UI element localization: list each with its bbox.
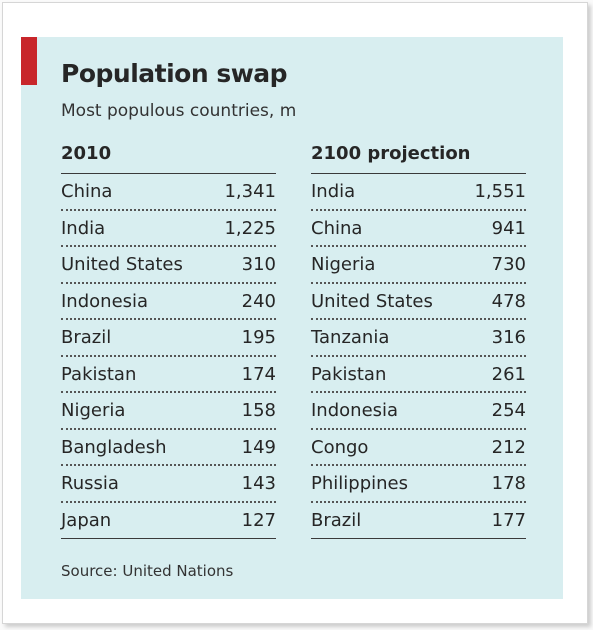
chart-title: Population swap — [61, 59, 288, 88]
table-row: Philippines 178 — [311, 466, 526, 503]
table-row: Pakistan 261 — [311, 357, 526, 393]
population-value: 1,551 — [474, 181, 526, 203]
population-value: 149 — [241, 436, 276, 458]
red-accent-tag — [21, 37, 37, 85]
table-row: Indonesia 240 — [61, 284, 276, 320]
country-name: China — [311, 217, 363, 239]
table-row: Pakistan 174 — [61, 357, 276, 393]
table-row: Congo 212 — [311, 430, 526, 466]
table-row: Japan 127 — [61, 503, 276, 539]
table-row: Indonesia 254 — [311, 393, 526, 430]
table-row: United States 310 — [61, 247, 276, 284]
population-value: 158 — [241, 400, 276, 422]
population-value: 310 — [241, 254, 276, 276]
country-name: Brazil — [311, 510, 362, 532]
country-name: Congo — [311, 436, 369, 458]
country-name: Tanzania — [311, 327, 390, 349]
population-value: 240 — [241, 290, 276, 312]
table-row: Brazil 177 — [311, 503, 526, 539]
table-row: Nigeria 730 — [311, 247, 526, 284]
population-value: 261 — [491, 363, 526, 385]
table-row: China 941 — [311, 211, 526, 247]
country-name: Philippines — [311, 473, 408, 495]
population-value: 941 — [491, 217, 526, 239]
country-name: Indonesia — [61, 290, 149, 312]
population-value: 316 — [491, 327, 526, 349]
country-name: United States — [311, 290, 433, 312]
table-rows-2010: China 1,341 India 1,225 United States 310 Indo… — [61, 174, 276, 539]
photo-frame: Population swap Most populous countries,… — [2, 2, 588, 624]
country-name: Indonesia — [311, 400, 399, 422]
table-rows-2100-projection: India 1,551 China 941 Nigeria 730 United State… — [311, 174, 526, 539]
country-name: Pakistan — [311, 363, 387, 385]
population-value: 730 — [491, 254, 526, 276]
country-name: China — [61, 181, 113, 203]
country-name: Brazil — [61, 327, 112, 349]
country-name: India — [61, 217, 106, 239]
population-value: 174 — [241, 363, 276, 385]
table-row: China 1,341 — [61, 174, 276, 211]
country-name: Japan — [61, 510, 112, 532]
table-row: India 1,225 — [61, 211, 276, 247]
population-value: 143 — [241, 473, 276, 495]
table-row: Brazil 195 — [61, 320, 276, 357]
table-2010: 2010 China 1,341 India 1,225 United States 31… — [61, 141, 276, 539]
population-value: 478 — [491, 290, 526, 312]
country-name: Bangladesh — [61, 436, 167, 458]
country-name: Pakistan — [61, 363, 137, 385]
table-row: Russia 143 — [61, 466, 276, 503]
table-row: Bangladesh 149 — [61, 430, 276, 466]
chart-subtitle: Most populous countries, m — [61, 101, 297, 121]
population-value: 212 — [491, 436, 526, 458]
population-value: 127 — [241, 510, 276, 532]
country-name: Nigeria — [311, 254, 376, 276]
table-2100-projection: 2100 projection India 1,551 China 941 Nigeri… — [311, 141, 526, 539]
table-row: United States 478 — [311, 284, 526, 320]
table-row: India 1,551 — [311, 174, 526, 211]
table-row: Nigeria 158 — [61, 393, 276, 430]
table-header-2100-projection: 2100 projection — [311, 141, 526, 174]
table-row: Tanzania 316 — [311, 320, 526, 357]
population-value: 177 — [491, 510, 526, 532]
country-name: Nigeria — [61, 400, 126, 422]
population-value: 254 — [491, 400, 526, 422]
country-name: United States — [61, 254, 183, 276]
population-value: 178 — [491, 473, 526, 495]
population-value: 195 — [241, 327, 276, 349]
country-name: India — [311, 181, 356, 203]
population-value: 1,341 — [224, 181, 276, 203]
country-name: Russia — [61, 473, 119, 495]
population-value: 1,225 — [224, 217, 276, 239]
table-header-2010: 2010 — [61, 141, 276, 174]
source-note: Source: United Nations — [61, 562, 234, 580]
infographic-card: Population swap Most populous countries,… — [21, 37, 563, 599]
